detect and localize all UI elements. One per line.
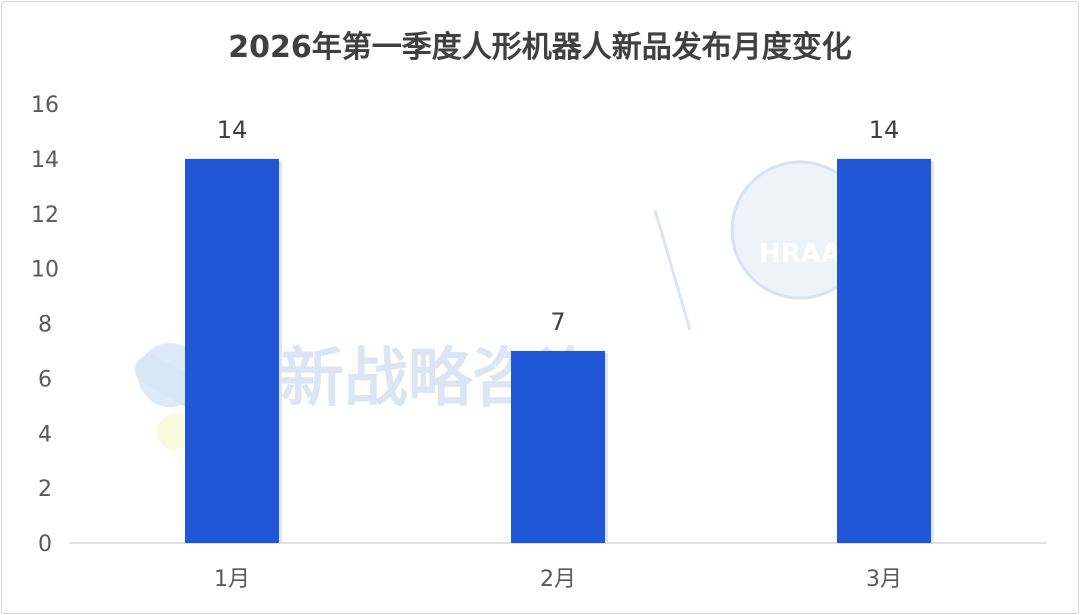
- y-tick-label: 0: [38, 532, 52, 557]
- y-tick-label: 10: [31, 258, 59, 283]
- y-tick-label: 2: [38, 477, 52, 502]
- y-tick-label: 6: [38, 367, 52, 392]
- x-tick-label: 2月: [540, 567, 576, 592]
- x-tick-label: 1月: [214, 567, 250, 592]
- bar-1月: [185, 158, 279, 543]
- y-tick-label: 8: [38, 313, 52, 338]
- y-tick-label: 14: [31, 148, 59, 173]
- bar-3月: [837, 158, 931, 543]
- watermark-seal-abbr: HRAA: [759, 239, 841, 269]
- x-tick-label: 3月: [866, 567, 902, 592]
- y-tick-label: 16: [31, 93, 59, 118]
- chart-title: 2026年第一季度人形机器人新品发布月度变化: [228, 30, 852, 65]
- data-label: 7: [550, 308, 565, 336]
- data-label: 14: [869, 116, 900, 144]
- bar-2月: [511, 350, 605, 543]
- y-tick-label: 12: [31, 203, 59, 228]
- data-label: 14: [217, 116, 248, 144]
- y-tick-label: 4: [38, 422, 52, 447]
